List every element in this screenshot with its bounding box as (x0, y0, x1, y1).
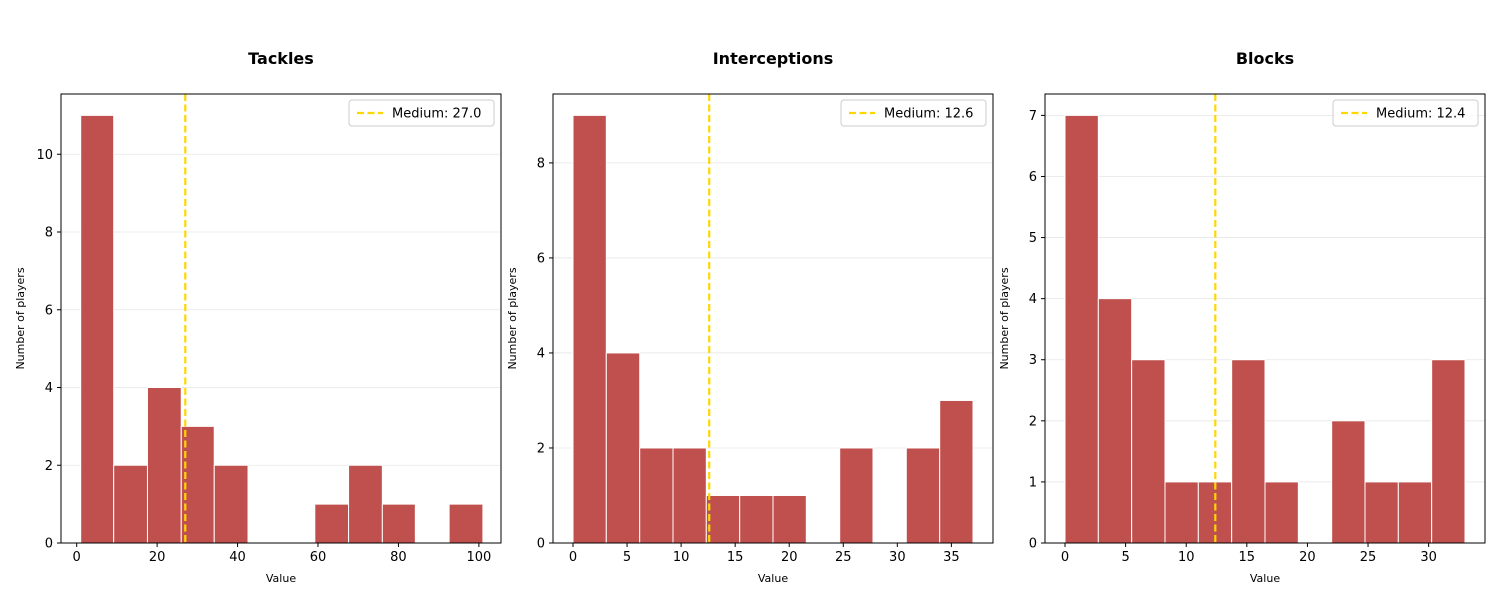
y-tick-label: 2 (1029, 414, 1037, 429)
histogram-bar (314, 503, 350, 544)
x-tick-label: 80 (390, 550, 407, 565)
legend-label: Medium: 12.4 (1376, 107, 1465, 122)
y-tick-label: 7 (1029, 109, 1037, 124)
y-tick-label: 6 (537, 251, 545, 266)
legend: Medium: 27.0 (348, 99, 495, 127)
histogram-bar (739, 494, 774, 544)
histogram-bar (1364, 481, 1399, 544)
y-axis-label: Number of players (998, 267, 1011, 369)
y-tick-label: 1 (1029, 475, 1037, 490)
y-tick-label: 4 (45, 381, 53, 396)
histogram-bar (1231, 359, 1266, 544)
x-tick-label: 5 (1121, 550, 1129, 565)
histogram-bar (772, 494, 807, 544)
legend: Medium: 12.4 (1332, 99, 1479, 127)
y-tick-label: 6 (45, 303, 53, 318)
chart-panel-2: Interceptions 0 5 10 15 20 25 30 35 0 2 4 6 8 Value Num… (506, 49, 994, 585)
histogram-bar (448, 503, 484, 544)
x-tick-label: 35 (943, 550, 960, 565)
x-tick-label: 20 (1299, 550, 1316, 565)
histogram-bar (1397, 481, 1433, 544)
x-axis-label: Value (1250, 572, 1280, 585)
histogram-bar (146, 387, 182, 544)
x-tick-label: 5 (623, 550, 631, 565)
x-tick-label: 40 (229, 550, 246, 565)
x-tick-label: 60 (310, 550, 327, 565)
histogram-bar (1131, 359, 1166, 544)
chart-title: Interceptions (713, 49, 834, 68)
histogram-bar (705, 494, 741, 544)
legend-box (840, 99, 987, 127)
y-tick-label: 4 (1029, 292, 1037, 307)
histogram-bar (80, 114, 115, 544)
x-tick-label: 10 (1178, 550, 1195, 565)
histogram-bar (939, 399, 974, 544)
chart-title: Blocks (1236, 49, 1294, 68)
x-tick-label: 10 (673, 550, 690, 565)
x-axis-label: Value (266, 572, 296, 585)
x-tick-label: 15 (1239, 550, 1256, 565)
axes-frame (552, 93, 994, 544)
x-tick-label: 20 (781, 550, 798, 565)
legend-label: Medium: 27.0 (392, 107, 481, 122)
y-axis-label: Number of players (506, 267, 519, 369)
x-tick-label: 25 (1360, 550, 1377, 565)
x-axis-label: Value (758, 572, 788, 585)
x-tick-label: 0 (73, 550, 81, 565)
histogram-bar (1264, 481, 1299, 544)
x-tick-label: 25 (835, 550, 852, 565)
histogram-bar (381, 503, 416, 544)
x-tick-label: 0 (569, 550, 577, 565)
x-tick-label: 30 (889, 550, 906, 565)
y-tick-label: 2 (537, 441, 545, 456)
histogram-bar (1331, 420, 1366, 544)
histogram-bar (1097, 298, 1133, 544)
histogram-bar (180, 425, 215, 544)
y-tick-label: 3 (1029, 353, 1037, 368)
histogram-bar (1431, 359, 1466, 544)
histogram-bar (572, 114, 607, 544)
histogram-bar (839, 447, 874, 544)
y-tick-label: 8 (45, 226, 53, 241)
chart-title: Tackles (248, 49, 314, 68)
axes-frame (60, 93, 502, 544)
histogram-bar (1197, 481, 1233, 544)
y-tick-label: 10 (36, 148, 53, 163)
histogram-bar (1164, 481, 1199, 544)
y-tick-label: 8 (537, 156, 545, 171)
histogram-bar (113, 464, 148, 544)
x-tick-label: 0 (1061, 550, 1069, 565)
histogram-bar (1064, 114, 1099, 544)
histogram-bar (905, 447, 941, 544)
y-axis-label: Number of players (14, 267, 27, 369)
chart-panel-3: Blocks 0 5 10 15 20 25 30 0 1 2 3 4 5 6 7 Value Number of… (998, 49, 1486, 585)
x-tick-label: 30 (1420, 550, 1437, 565)
y-tick-label: 4 (537, 346, 545, 361)
chart-panel-1: Tackles 0 20 40 60 80 100 0 2 4 6 8 10 Value Number of… (14, 49, 502, 585)
histogram-bar (672, 447, 707, 544)
x-tick-label: 15 (727, 550, 744, 565)
y-tick-label: 6 (1029, 170, 1037, 185)
legend-box (348, 99, 495, 127)
x-tick-label: 100 (466, 550, 491, 565)
histogram-bar (639, 447, 674, 544)
x-tick-label: 20 (149, 550, 166, 565)
y-tick-label: 0 (45, 537, 53, 552)
y-tick-label: 0 (537, 537, 545, 552)
y-tick-label: 0 (1029, 537, 1037, 552)
y-tick-label: 2 (45, 459, 53, 474)
histogram-bar (213, 464, 249, 544)
legend-label: Medium: 12.6 (884, 107, 973, 122)
legend-box (1332, 99, 1479, 127)
histogram-bar (605, 352, 641, 544)
axes-frame (1044, 93, 1486, 544)
histogram-bar (348, 464, 383, 544)
legend: Medium: 12.6 (840, 99, 987, 127)
y-tick-label: 5 (1029, 231, 1037, 246)
